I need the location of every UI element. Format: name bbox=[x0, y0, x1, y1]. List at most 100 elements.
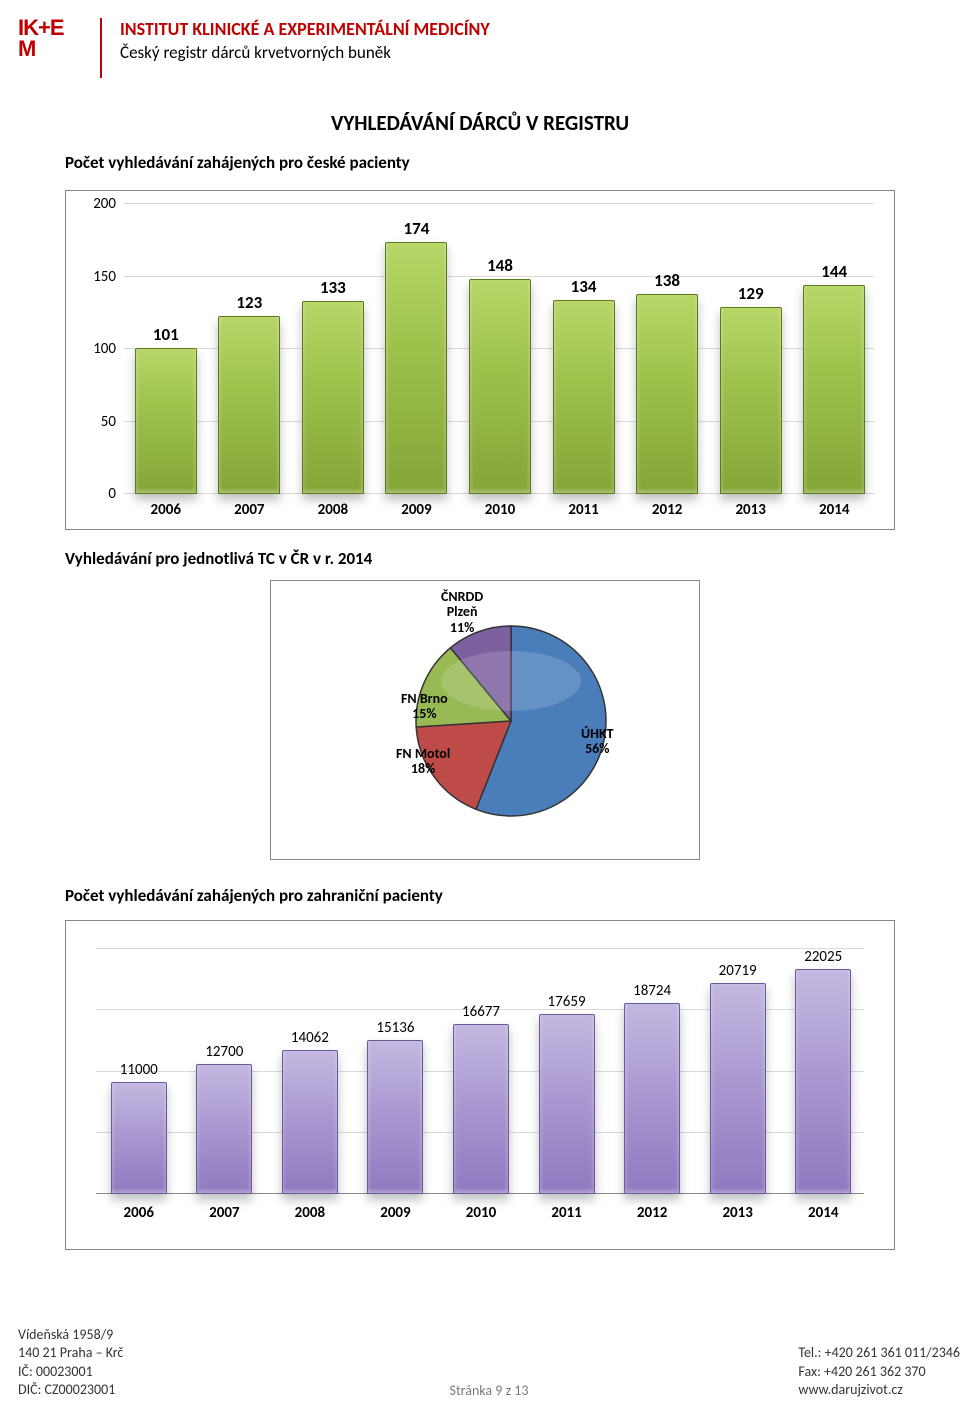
chart3-bar: 14062 bbox=[282, 1050, 338, 1194]
chart1-xtick: 2011 bbox=[568, 501, 598, 519]
chart1-xtick: 2013 bbox=[735, 501, 765, 519]
chart1-bar-rect bbox=[302, 301, 364, 494]
chart1-bar-label: 174 bbox=[404, 218, 430, 239]
chart1-ytick: 150 bbox=[84, 268, 116, 286]
chart3-bar: 22025 bbox=[795, 969, 851, 1194]
chart3-bar: 18724 bbox=[624, 1003, 680, 1194]
chart1-bar-rect bbox=[636, 294, 698, 494]
chart1-bar-rect bbox=[469, 279, 531, 494]
chart1-xtick: 2012 bbox=[652, 501, 682, 519]
chart3-xtick: 2013 bbox=[722, 1204, 752, 1222]
pie-label-uhkt: ÚHKT56% bbox=[581, 726, 614, 757]
chart3-bar: 12700 bbox=[196, 1064, 252, 1194]
chart1-bar-rect bbox=[385, 242, 447, 494]
chart3-xtick: 2010 bbox=[466, 1204, 496, 1222]
pie-label-fnmotol: FN Motol18% bbox=[396, 746, 450, 777]
pie-label-cnrdd: ČNRDDPlzeň11% bbox=[441, 589, 483, 635]
footer-addr1: Vídeňská 1958/9 bbox=[18, 1326, 123, 1344]
chart3-xtick: 2012 bbox=[637, 1204, 667, 1222]
chart1-container: 050100150200101123133174148134138129144 … bbox=[65, 190, 895, 530]
chart1-bar-label: 101 bbox=[153, 324, 179, 345]
footer-web: www.darujzivot.cz bbox=[798, 1381, 960, 1399]
logo-ikem: IK+E M bbox=[18, 18, 88, 73]
chart1-bar: 134 bbox=[553, 300, 615, 494]
chart1-bar: 148 bbox=[469, 279, 531, 494]
chart3-bar-label: 12700 bbox=[205, 1043, 243, 1061]
footer-fax: Fax: +420 261 362 370 bbox=[798, 1363, 960, 1381]
chart1-ytick: 50 bbox=[84, 413, 116, 431]
chart3-bar: 11000 bbox=[111, 1082, 167, 1194]
chart3-bar: 17659 bbox=[539, 1014, 595, 1194]
chart1-bar-label: 148 bbox=[487, 255, 513, 276]
chart3-bar-label: 20719 bbox=[719, 962, 757, 980]
chart1-xtick: 2007 bbox=[234, 501, 264, 519]
chart1-xaxis: 2006 2007 2008 2009 2010 2011 2012 2013 2014 bbox=[124, 501, 874, 521]
chart3-bar-label: 22025 bbox=[804, 948, 842, 966]
pie-container: ČNRDDPlzeň11% FN Brno15% FN Motol18% ÚHKT56… bbox=[270, 580, 700, 860]
chart1-bar: 138 bbox=[636, 294, 698, 494]
chart3-bar-label: 11000 bbox=[120, 1061, 158, 1079]
chart1-plot-area: 050100150200101123133174148134138129144 bbox=[124, 206, 874, 494]
chart1-bar-rect bbox=[553, 300, 615, 494]
chart3-bar: 16677 bbox=[453, 1024, 509, 1194]
page-title: VYHLEDÁVÁNÍ DÁRCŮ V REGISTRU bbox=[0, 110, 960, 136]
chart3-bar-label: 17659 bbox=[548, 993, 586, 1011]
chart3-bar-label: 15136 bbox=[376, 1019, 414, 1037]
chart3-xtick: 2011 bbox=[551, 1204, 581, 1222]
chart1-title: Počet vyhledávání zahájených pro české p… bbox=[65, 152, 410, 173]
chart3-xaxis: 2006 2007 2008 2009 2010 2011 2012 2013 2014 bbox=[96, 1204, 864, 1224]
chart1-bar-rect bbox=[218, 316, 280, 494]
chart1-bar-label: 129 bbox=[738, 283, 764, 304]
chart1-bar-label: 144 bbox=[821, 261, 847, 282]
chart1-gridline bbox=[124, 203, 874, 204]
chart3-xtick: 2009 bbox=[380, 1204, 410, 1222]
footer-tel: Tel.: +420 261 361 011/2346 bbox=[798, 1344, 960, 1362]
chart1-bar: 123 bbox=[218, 316, 280, 494]
chart3-container: 11000 12700 14062 15136 16677 17659 18724 20719… bbox=[65, 920, 895, 1250]
chart3-bar-label: 16677 bbox=[462, 1003, 500, 1021]
chart3-bar: 15136 bbox=[367, 1040, 423, 1195]
institution-subtitle: Český registr dárců krvetvorných buněk bbox=[120, 42, 490, 63]
chart3-xtick: 2008 bbox=[295, 1204, 325, 1222]
chart1-xtick: 2009 bbox=[401, 501, 431, 519]
chart3-plot-area: 11000 12700 14062 15136 16677 17659 18724 20719… bbox=[96, 951, 864, 1194]
chart1-xtick: 2006 bbox=[151, 501, 181, 519]
chart1-bar-label: 133 bbox=[320, 277, 346, 298]
chart1-bar-rect bbox=[803, 285, 865, 494]
chart3-xtick: 2006 bbox=[124, 1204, 154, 1222]
institution-block: INSTITUT KLINICKÉ A EXPERIMENTÁLNÍ MEDIC… bbox=[120, 18, 490, 63]
section2-title: Vyhledávání pro jednotlivá TC v ČR v r. … bbox=[65, 548, 372, 569]
chart1-bar-rect bbox=[135, 348, 197, 494]
chart1-bar: 174 bbox=[385, 242, 447, 494]
header-divider bbox=[100, 18, 102, 78]
chart1-bar-rect bbox=[720, 307, 782, 494]
chart3-bar-label: 14062 bbox=[291, 1029, 329, 1047]
pie-label-fnbrno: FN Brno15% bbox=[401, 691, 448, 722]
logo-line2: M bbox=[18, 39, 88, 60]
footer-ic: IČ: 00023001 bbox=[18, 1363, 123, 1381]
institution-title: INSTITUT KLINICKÉ A EXPERIMENTÁLNÍ MEDIC… bbox=[120, 18, 490, 40]
chart1-bar-label: 138 bbox=[654, 270, 680, 291]
chart1-bar: 133 bbox=[302, 301, 364, 494]
header: IK+E M INSTITUT KLINICKÉ A EXPERIMENTÁLN… bbox=[18, 18, 942, 78]
chart1-bar: 129 bbox=[720, 307, 782, 494]
chart3-bar-label: 18724 bbox=[633, 982, 671, 1000]
chart1-ytick: 0 bbox=[84, 485, 116, 503]
chart3-xtick: 2014 bbox=[808, 1204, 838, 1222]
chart3-title: Počet vyhledávání zahájených pro zahrani… bbox=[65, 885, 443, 906]
chart1-ytick: 100 bbox=[84, 340, 116, 358]
chart1-bar: 101 bbox=[135, 348, 197, 494]
chart1-ytick: 200 bbox=[84, 195, 116, 213]
chart1-bar-label: 123 bbox=[236, 292, 262, 313]
pie-highlight bbox=[441, 651, 581, 711]
chart3-xtick: 2007 bbox=[209, 1204, 239, 1222]
chart1-xtick: 2014 bbox=[819, 501, 849, 519]
chart1-bar-label: 134 bbox=[571, 276, 597, 297]
chart1-xtick: 2010 bbox=[485, 501, 515, 519]
footer-right: Tel.: +420 261 361 011/2346 Fax: +420 26… bbox=[798, 1344, 960, 1399]
chart1-bar: 144 bbox=[803, 285, 865, 494]
chart3-bar: 20719 bbox=[710, 983, 766, 1195]
chart1-xtick: 2008 bbox=[318, 501, 348, 519]
chart3-gridline bbox=[96, 948, 864, 949]
footer-addr2: 140 21 Praha – Krč bbox=[18, 1344, 123, 1362]
